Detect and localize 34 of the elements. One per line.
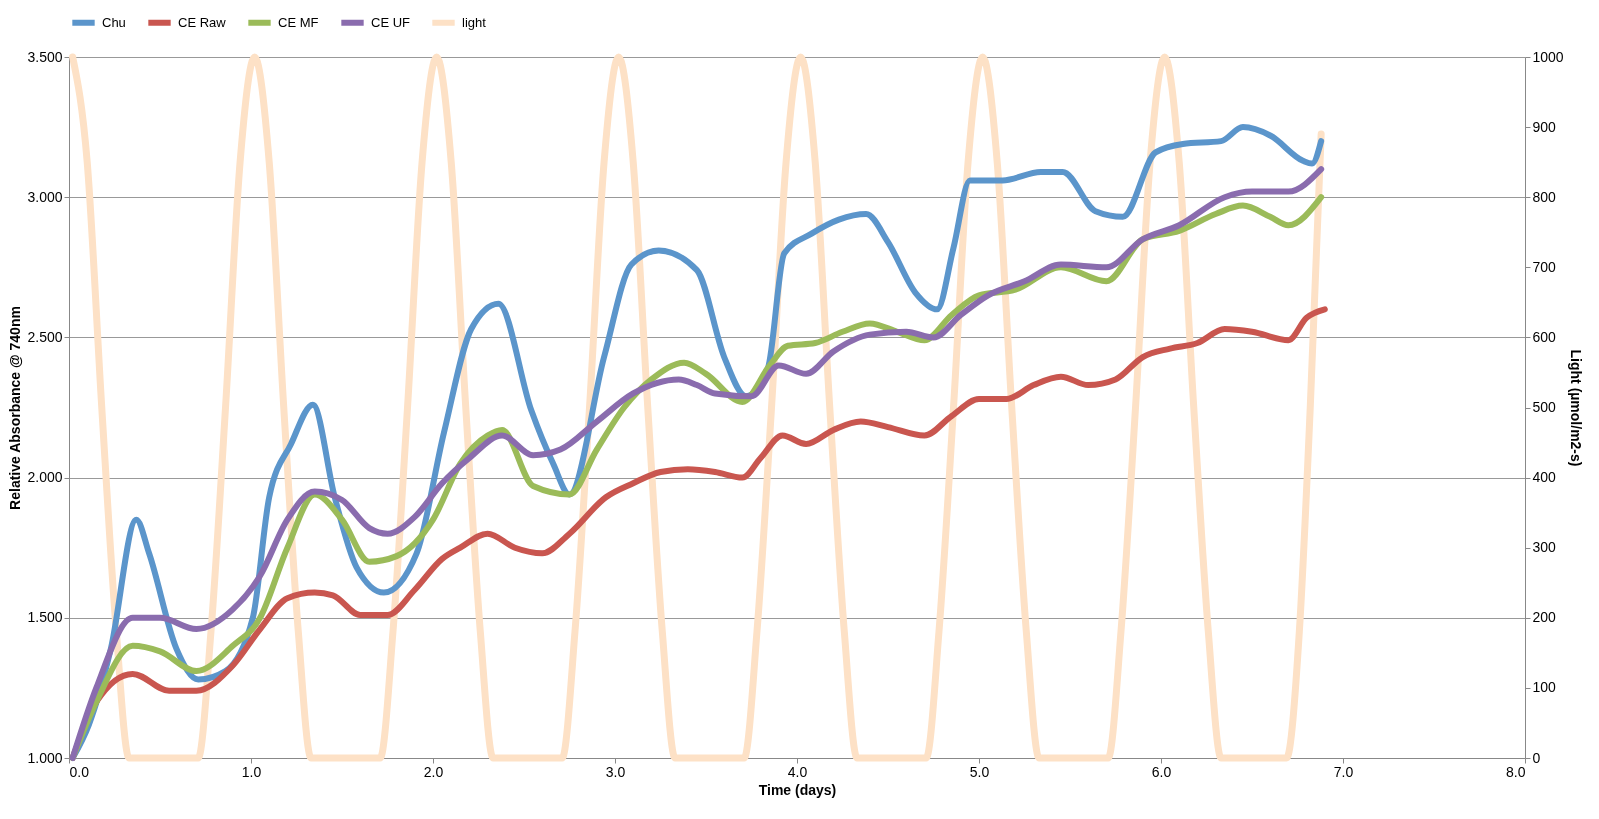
y-tick-label: 1.000 — [27, 749, 63, 766]
y-tick-label: 2.000 — [27, 469, 63, 486]
y-tick-label: 3.500 — [27, 48, 63, 65]
x-axis-title: Time (days) — [758, 781, 837, 798]
x-tick-label: 4.0 — [787, 763, 808, 780]
x-tick-label: 5.0 — [969, 763, 990, 780]
y-tick-label: 2.500 — [27, 328, 63, 345]
y2-tick-label: 500 — [1532, 399, 1557, 415]
legend-label: light — [462, 14, 487, 30]
legend-label: CE UF — [371, 14, 411, 30]
y-tick-label: 1.500 — [27, 609, 63, 626]
x-tick-label: 6.0 — [1151, 763, 1172, 780]
legend-label: CE Raw — [178, 14, 227, 30]
y2-tick-label: 0 — [1532, 749, 1541, 766]
y2-tick-label: 800 — [1532, 188, 1557, 205]
y2-tick-label: 1000 — [1532, 48, 1564, 65]
y2-tick-label: 900 — [1532, 118, 1557, 135]
x-tick-label: 1.0 — [241, 763, 262, 780]
x-tick-label: 8.0 — [1506, 763, 1526, 780]
legend-label: CE MF — [278, 14, 319, 30]
x-tick-label: 2.0 — [423, 763, 444, 780]
y-tick-label: 3.000 — [27, 188, 63, 205]
y2-tick-label: 600 — [1532, 328, 1557, 345]
y2-tick-label: 300 — [1532, 539, 1557, 556]
y2-tick-label: 400 — [1532, 469, 1557, 486]
y-axis-title: Relative Absorbance @ 740nm — [7, 306, 24, 510]
x-tick-label: 7.0 — [1333, 763, 1354, 780]
y2-tick-label: 200 — [1532, 609, 1557, 626]
x-tick-label: 0.0 — [69, 763, 90, 780]
legend-label: Chu — [102, 14, 126, 30]
y2-tick-label: 700 — [1532, 258, 1557, 275]
y2-tick-label: 100 — [1532, 679, 1557, 696]
x-tick-label: 3.0 — [605, 763, 626, 780]
y2-axis-title: Light (µmol/m2-s) — [1567, 349, 1584, 467]
